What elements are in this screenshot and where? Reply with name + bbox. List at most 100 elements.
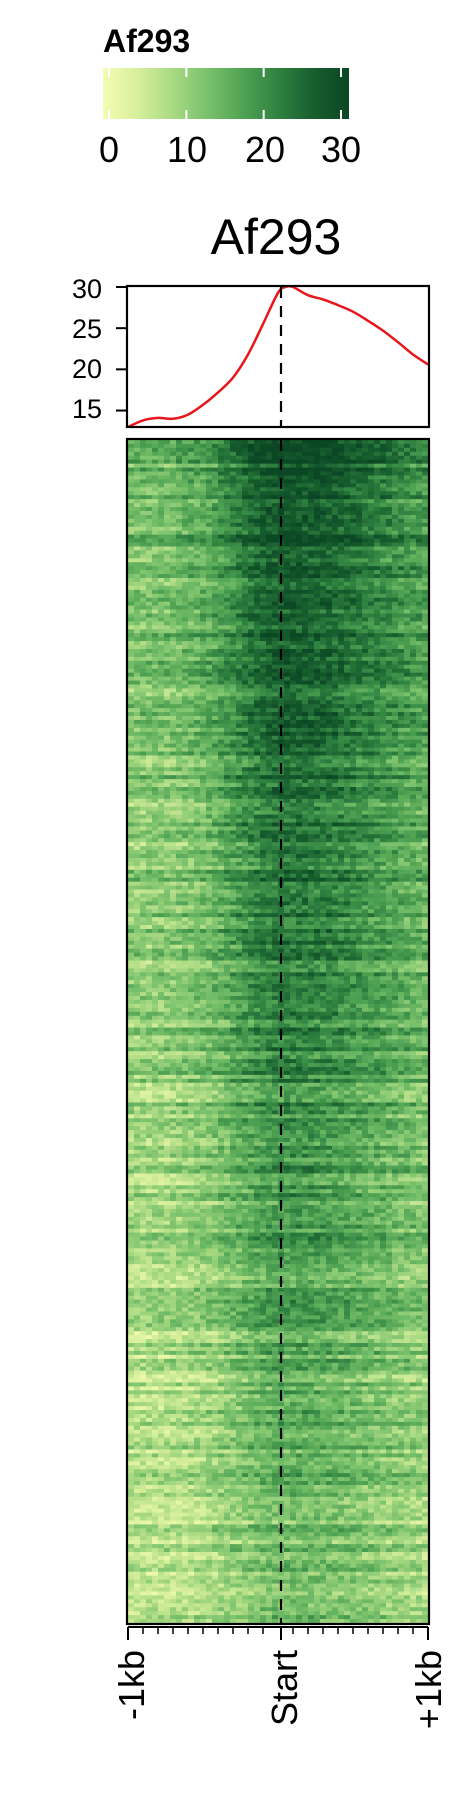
heatmap-cell xyxy=(230,676,237,681)
heatmap-cell xyxy=(326,467,333,472)
heatmap-cell xyxy=(398,680,405,685)
heatmap-cell xyxy=(356,787,363,792)
heatmap-cell xyxy=(158,578,165,583)
heatmap-cell xyxy=(362,775,369,780)
heatmap-cell xyxy=(176,668,183,674)
heatmap-cell xyxy=(212,810,219,816)
heatmap-cell xyxy=(308,688,315,693)
heatmap-cell xyxy=(368,708,375,713)
heatmap-cell xyxy=(302,790,309,796)
heatmap-cell xyxy=(164,471,171,476)
heatmap-cell xyxy=(206,558,213,563)
heatmap-cell xyxy=(332,491,339,496)
heatmap-row xyxy=(128,538,428,543)
heatmap-cell xyxy=(380,700,387,705)
heatmap-cell xyxy=(224,475,231,480)
heatmap-cell xyxy=(284,767,291,772)
heatmap-cell xyxy=(374,798,381,804)
heatmap-cell xyxy=(248,443,255,449)
heatmap-cell xyxy=(194,605,201,610)
heatmap-row xyxy=(128,660,428,666)
heatmap-cell xyxy=(254,672,261,677)
heatmap-cell xyxy=(266,664,273,670)
heatmap-cell xyxy=(218,723,225,729)
heatmap-cell xyxy=(380,814,387,819)
heatmap-cell xyxy=(302,656,309,662)
heatmap-cell xyxy=(314,806,321,812)
heatmap-cell xyxy=(380,570,387,575)
heatmap-cell xyxy=(380,668,387,674)
heatmap-cell xyxy=(128,507,135,512)
heatmap-cell xyxy=(140,570,147,575)
heatmap-cell xyxy=(284,751,291,756)
heatmap-cell xyxy=(338,455,345,461)
heatmap-cell xyxy=(164,700,171,705)
heatmap-cell xyxy=(224,467,231,472)
heatmap-cell xyxy=(212,727,219,733)
heatmap-cell xyxy=(212,581,219,587)
heatmap-cell xyxy=(338,546,345,551)
heatmap-cell xyxy=(356,601,363,607)
heatmap-cell xyxy=(128,719,135,725)
heatmap-cell xyxy=(374,617,381,622)
heatmap-cell xyxy=(308,751,315,756)
heatmap-cell xyxy=(200,443,207,449)
heatmap-cell xyxy=(260,499,267,504)
heatmap-cell xyxy=(302,783,309,788)
heatmap-cell xyxy=(164,656,171,662)
heatmap-cell xyxy=(284,672,291,677)
heatmap-cell xyxy=(344,625,351,630)
heatmap-cell xyxy=(224,806,231,812)
heatmap-cell xyxy=(296,645,303,650)
heatmap-cell xyxy=(410,447,417,453)
heatmap-cell xyxy=(416,455,423,461)
heatmap-cell xyxy=(146,684,153,689)
heatmap-cell xyxy=(290,684,297,689)
heatmap-cell xyxy=(266,558,273,563)
heatmap-cell xyxy=(152,692,159,697)
heatmap-cell xyxy=(230,759,237,764)
heatmap-cell xyxy=(308,625,315,630)
heatmap-cell xyxy=(158,688,165,693)
heatmap-cell xyxy=(194,668,201,674)
heatmap-cell xyxy=(338,696,345,701)
heatmap-cell xyxy=(344,566,351,571)
heatmap-cell xyxy=(224,479,231,484)
heatmap-cell xyxy=(254,696,261,701)
heatmap-cell xyxy=(404,727,411,733)
heatmap-cell xyxy=(338,719,345,725)
heatmap-cell xyxy=(176,514,183,520)
heatmap-cell xyxy=(272,479,279,484)
heatmap-cell xyxy=(140,443,147,449)
heatmap-cell xyxy=(410,507,417,512)
heatmap-cell xyxy=(338,727,345,733)
heatmap-cell xyxy=(236,708,243,713)
heatmap-cell xyxy=(392,747,399,752)
heatmap-cell xyxy=(164,617,171,622)
heatmap-cell xyxy=(194,637,201,642)
heatmap-cell xyxy=(164,735,171,741)
heatmap-cell xyxy=(230,739,237,745)
heatmap-cell xyxy=(230,499,237,504)
heatmap-cell xyxy=(260,585,267,591)
heatmap-cell xyxy=(272,802,279,808)
heatmap-cell xyxy=(266,483,273,488)
heatmap-cell xyxy=(296,806,303,812)
heatmap-cell xyxy=(236,700,243,705)
heatmap-cell xyxy=(128,668,135,674)
heatmap-cell xyxy=(230,467,237,472)
heatmap-cell xyxy=(314,759,321,764)
heatmap-cell xyxy=(416,574,423,579)
heatmap-cell xyxy=(386,447,393,453)
heatmap-cell xyxy=(362,743,369,748)
heatmap-cell xyxy=(164,562,171,567)
heatmap-cell xyxy=(128,443,135,449)
heatmap-cell xyxy=(326,574,333,579)
heatmap-cell xyxy=(128,767,135,772)
heatmap-cell xyxy=(152,613,159,618)
heatmap-cell xyxy=(212,585,219,591)
heatmap-cell xyxy=(344,621,351,626)
heatmap-cell xyxy=(326,455,333,461)
heatmap-cell xyxy=(194,652,201,658)
heatmap-cell xyxy=(290,688,297,693)
